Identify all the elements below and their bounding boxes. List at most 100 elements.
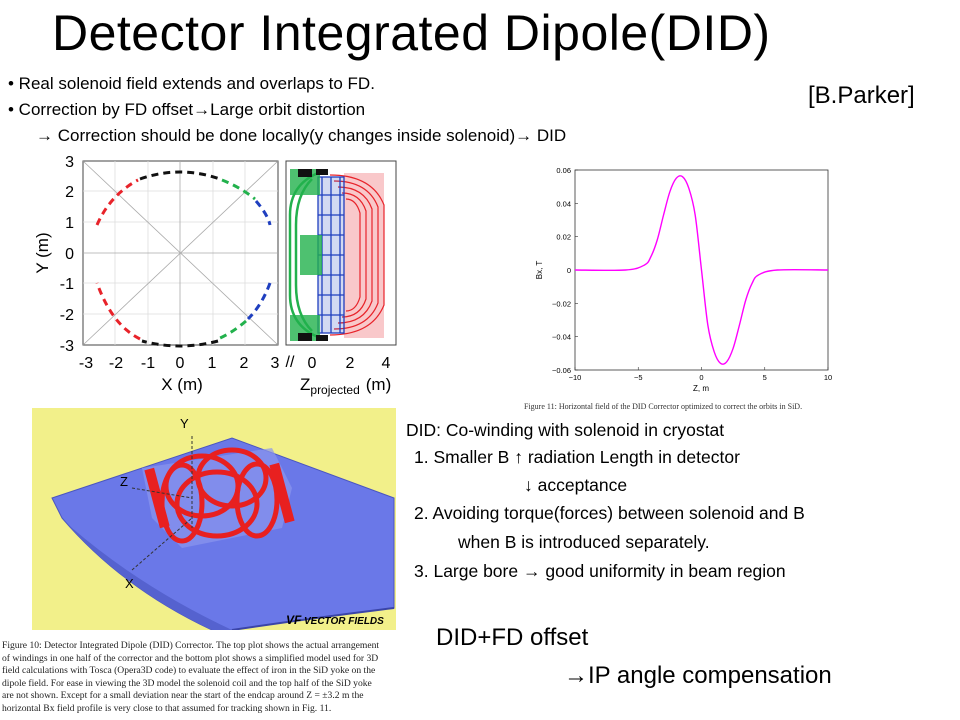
did-item1-line1: 1. Smaller B ↑ radiation Length in detec… — [414, 447, 740, 468]
coil-arc-black-top — [139, 170, 221, 181]
z-tick: 0 — [308, 355, 317, 372]
axis-z-label: Z — [120, 474, 128, 489]
coil-arc-green-topright — [221, 178, 256, 201]
chart-y-ticks: 0.06 0.04 0.02 0 −0.02 −0.04 −0.06 — [552, 166, 578, 375]
chart-y-label: Bx, T — [535, 261, 544, 280]
x-tick: -3 — [79, 355, 93, 372]
did-item3: 3. Large bore → good uniformity in beam … — [414, 561, 786, 582]
chart-x-tick: 5 — [763, 373, 767, 382]
y-tick: 2 — [65, 184, 74, 201]
x-tick: 1 — [208, 355, 217, 372]
figure-10-caption: Figure 10: Detector Integrated Dipole (D… — [2, 640, 379, 715]
z-tick: 4 — [382, 355, 391, 372]
y-axis-label: Y (m) — [33, 232, 52, 273]
chart-x-tick: 10 — [824, 373, 832, 382]
arrow-up-icon: ↑ — [514, 447, 523, 467]
chart-x-tick: 0 — [699, 373, 703, 382]
coil-arc-black-bottom — [141, 339, 219, 348]
did-item3-post: good uniformity in beam region — [545, 561, 786, 581]
caption-line: dipole field. For ease in viewing the 3D… — [2, 677, 372, 689]
x-tick: -1 — [141, 355, 155, 372]
did-fd-offset-label: DID+FD offset — [436, 624, 589, 651]
arrow-right-icon: → — [522, 561, 541, 581]
did-item1b: acceptance — [537, 475, 628, 495]
x-tick: 0 — [176, 355, 185, 372]
caption-line: horizontal Bx field profile is very clos… — [2, 702, 332, 714]
coil-arrangement-plot: 3 2 1 0 -1 -2 -3 Y (m) -3 -2 -1 0 1 2 3 … — [33, 155, 397, 397]
chart-y-tick: 0.02 — [556, 233, 571, 242]
z-tick: 2 — [346, 355, 355, 372]
chart-y-tick: 0 — [567, 266, 571, 275]
bullet-did-text: DID — [536, 126, 567, 145]
vector-fields-logo: VF VECTOR FIELDS — [286, 613, 384, 627]
chart-y-tick: 0.04 — [556, 199, 571, 208]
axis-break-mark: // — [286, 354, 295, 371]
arrow-right-icon: → — [515, 126, 533, 145]
figure-11-caption: Figure 11: Horizontal field of the DID C… — [524, 402, 803, 411]
z-tick-labels: 0 2 4 — [308, 355, 391, 372]
arrow-right-icon: → — [564, 662, 588, 689]
did-item1-line2: ↓ acceptance — [524, 475, 627, 496]
caption-line: Figure 10: Detector Integrated Dipole (D… — [2, 640, 380, 651]
x-axis-label: X (m) — [161, 375, 203, 394]
bullet-local-correction: → Correction should be done locally(y ch… — [36, 126, 566, 146]
credit-label: [B.Parker] — [808, 82, 915, 109]
chart-y-tick: −0.04 — [552, 333, 571, 342]
coil-arc-green-bottomright — [217, 319, 247, 341]
axis-x-label: X — [125, 576, 134, 591]
ip-angle-compensation: →IP angle compensation — [564, 662, 832, 690]
z-axis-label: Zprojected (m) — [300, 375, 391, 397]
coil-arc-red-topleft — [95, 178, 139, 226]
y-tick: 1 — [65, 215, 74, 232]
did-heading: DID: Co-winding with solenoid in cryosta… — [406, 420, 725, 440]
x-tick-labels: -3 -2 -1 0 1 2 3 — [79, 355, 280, 372]
z-axis-unit: (m) — [366, 375, 391, 394]
did-3d-model-image: Y Z X VF VECTOR FIELDS — [32, 408, 396, 630]
vf-logo-mark: VF — [286, 613, 302, 627]
did-item1-post: radiation Length in detector — [527, 447, 740, 467]
slide-title: Detector Integrated Dipole(DID) — [52, 5, 771, 61]
y-tick: 3 — [65, 155, 74, 171]
caption-line: are not shown. Except for a small deviat… — [2, 690, 364, 701]
did-item2-line1: 2. Avoiding torque(forces) between solen… — [414, 503, 805, 523]
x-tick: 2 — [240, 355, 249, 372]
bullet-correction-text: • Correction by FD offset — [8, 100, 194, 119]
vf-logo-text: VECTOR FIELDS — [304, 616, 384, 627]
axis-y-label: Y — [180, 416, 189, 431]
projected-coil-panel — [285, 160, 397, 346]
caption-line: field calculations with Tosca (Opera3D c… — [2, 665, 376, 676]
y-tick-labels: 3 2 1 0 -1 -2 -3 — [60, 155, 74, 355]
x-tick: 3 — [271, 355, 280, 372]
did-item2-line2: when B is introduced separately. — [458, 532, 710, 552]
bx-series-line — [574, 175, 829, 365]
chart-y-tick: −0.02 — [552, 299, 571, 308]
chart-x-tick: −10 — [569, 373, 582, 382]
arrow-right-icon: → — [36, 126, 53, 145]
bullet-correction-offset: • Correction by FD offset→Large orbit di… — [8, 100, 365, 120]
y-tick: -3 — [60, 338, 74, 355]
arrow-right-icon: → — [193, 100, 211, 119]
bullet-solenoid-field: • Real solenoid field extends and overla… — [8, 74, 375, 93]
coil-arc-blue-right — [254, 200, 272, 226]
arrow-down-icon: ↓ — [524, 475, 533, 495]
chart-x-tick: −5 — [634, 373, 643, 382]
y-tick: -1 — [60, 276, 74, 293]
x-tick: -2 — [109, 355, 123, 372]
bullet-distortion-text: Large orbit distortion — [210, 100, 366, 119]
chart-x-label: Z, m — [693, 384, 709, 393]
chart-series — [574, 175, 829, 365]
caption-line: of windings in one half of the corrector… — [2, 652, 379, 664]
chart-x-ticks: −10 −5 0 5 10 — [569, 367, 832, 382]
z-axis-main: Z — [300, 375, 310, 394]
coil-arc-blue-lowright — [246, 282, 272, 321]
y-tick: -2 — [60, 307, 74, 324]
y-tick: 0 — [65, 246, 74, 263]
chart-y-tick: 0.06 — [556, 166, 571, 175]
coil-arc-red-bottomleft — [95, 282, 141, 341]
ip-angle-text: IP angle compensation — [588, 662, 832, 689]
bx-field-chart: 0.06 0.04 0.02 0 −0.02 −0.04 −0.06 −10 −5 0 5 10 B… — [535, 166, 832, 393]
did-item3-pre: 3. Large bore — [414, 561, 519, 581]
z-axis-sub: projected — [310, 383, 359, 397]
did-item1-pre: 1. Smaller B — [414, 447, 510, 467]
bullet-local-text: Correction should be done locally(y chan… — [57, 126, 516, 145]
